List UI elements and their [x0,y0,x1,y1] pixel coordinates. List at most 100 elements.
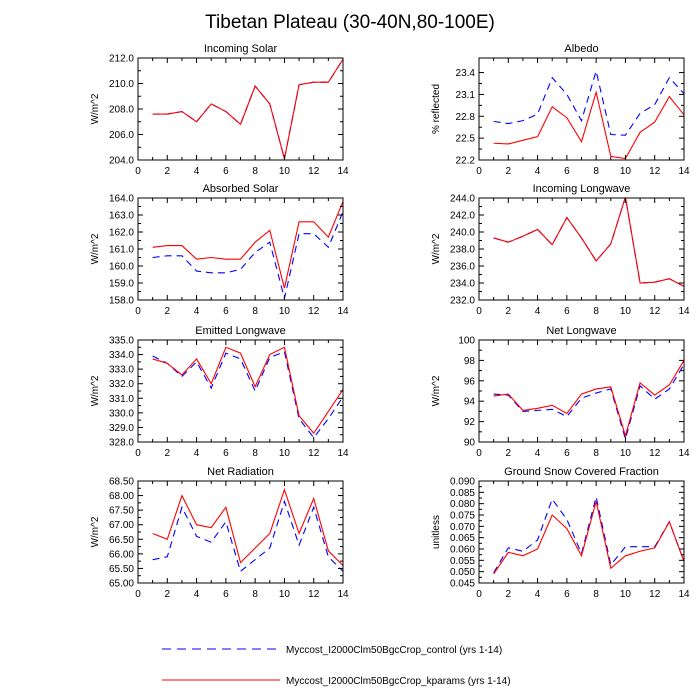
y-axis-label: W/m^2 [90,516,101,547]
y-tick-label: 22.8 [456,112,476,123]
x-tick-label: 0 [135,589,141,600]
legend: Myccost_I2000Clm50BgcCrop_control (yrs 1… [162,645,511,687]
series-line-kparams [493,360,684,438]
x-tick-label: 2 [165,166,171,177]
x-tick-label: 10 [279,589,291,600]
x-tick-label: 14 [337,166,349,177]
x-tick-label: 8 [593,166,599,177]
x-tick-label: 14 [337,448,349,459]
x-tick-label: 0 [476,306,482,317]
y-tick-label: 240.0 [450,228,475,239]
y-tick-label: 100 [458,336,475,347]
y-tick-label: 22.5 [456,134,476,145]
y-axis-label: % reflected [431,84,442,134]
plot-frame [137,197,344,301]
series-line-kparams [152,346,343,435]
x-tick-label: 10 [279,166,291,177]
x-tick-label: 2 [165,589,171,600]
x-tick-label: 10 [620,306,632,317]
x-tick-label: 2 [506,448,512,459]
x-tick-label: 8 [593,589,599,600]
y-axis-label: W/m^2 [90,375,101,406]
series-line-control [493,496,684,574]
y-tick-label: 23.4 [456,68,476,79]
y-tick-label: 160.0 [109,262,134,273]
plot-frame [137,339,344,443]
x-tick-label: 8 [252,166,258,177]
x-tick-label: 14 [678,448,690,459]
x-tick-label: 0 [135,306,141,317]
y-tick-label: 335.0 [109,336,134,347]
x-tick-label: 0 [476,589,482,600]
series-group [493,496,684,575]
y-tick-label: 329.0 [109,423,134,434]
x-tick-label: 12 [649,448,661,459]
y-tick-label: 0.085 [450,488,475,499]
y-tick-label: 23.1 [456,90,476,101]
y-axis-label: W/m^2 [431,233,442,264]
y-tick-label: 98 [464,356,476,367]
x-tick-label: 10 [279,306,291,317]
panel-title: Incoming Longwave [533,183,631,195]
legend-label-control: Myccost_I2000Clm50BgcCrop_control (yrs 1… [286,645,502,656]
x-tick-label: 0 [476,448,482,459]
x-tick-label: 6 [223,589,229,600]
x-tick-label: 12 [308,589,320,600]
series-group [493,198,684,287]
y-tick-label: 0.045 [450,579,475,590]
series-line-control [493,198,684,287]
series-line-kparams [152,488,343,566]
y-axis-label: W/m^2 [431,375,442,406]
x-tick-label: 10 [620,589,632,600]
x-tick-label: 0 [135,448,141,459]
panel-title: Ground Snow Covered Fraction [504,466,659,478]
panel-title: Absorbed Solar [203,183,279,195]
series-line-control [152,211,343,299]
series-group [152,488,343,573]
y-tick-label: 163.0 [109,211,134,222]
y-tick-label: 206.0 [109,130,134,141]
y-axis-label: W/m^2 [90,233,101,264]
x-tick-label: 6 [223,166,229,177]
chart-panel: Emitted Longwave W/m^2 0 2 4 6 8 10 12 14 328.0 329… [90,325,349,459]
series-line-kparams [152,201,343,289]
chart-panel: Net Longwave W/m^2 0 2 4 6 8 10 12 14 90 92 94 96 98 10… [431,325,690,459]
chart-panel: Incoming Longwave W/m^2 0 2 4 6 8 10 12 14 232.0 23… [431,183,690,317]
y-tick-label: 334.0 [109,350,134,361]
x-tick-label: 8 [252,306,258,317]
x-tick-label: 4 [194,306,200,317]
x-tick-label: 4 [535,166,541,177]
series-line-control [152,58,343,159]
series-group [152,346,343,439]
x-tick-label: 4 [535,448,541,459]
y-tick-label: 208.0 [109,105,134,116]
y-tick-label: 332.0 [109,379,134,390]
y-tick-label: 0.075 [450,511,475,522]
y-tick-label: 0.055 [450,556,475,567]
series-line-kparams [493,90,684,160]
y-tick-label: 96 [464,376,476,387]
x-tick-label: 6 [564,306,570,317]
y-tick-label: 331.0 [109,394,134,405]
x-tick-label: 12 [649,166,661,177]
y-tick-label: 22.2 [456,156,476,167]
y-tick-label: 210.0 [109,79,134,90]
y-tick-label: 94 [464,397,476,408]
panel-title: Albedo [564,43,598,55]
series-group [493,360,684,441]
plot-frame [478,339,685,443]
y-tick-label: 161.0 [109,245,134,256]
x-tick-label: 14 [678,306,690,317]
series-line-control [152,350,343,439]
x-tick-label: 2 [506,589,512,600]
chart-panel: Incoming Solar W/m^2 0 2 4 6 8 10 12 14 204.0 206.0… [90,43,349,177]
y-tick-label: 67.50 [109,506,134,517]
x-tick-label: 4 [194,589,200,600]
y-tick-label: 234.0 [450,279,475,290]
plot-frame [137,57,344,161]
panel-grid: Incoming Solar W/m^2 0 2 4 6 8 10 12 14 204.0 206.0… [90,43,690,600]
y-axis-label: W/m^2 [90,93,101,124]
x-tick-label: 6 [564,589,570,600]
x-tick-label: 2 [165,448,171,459]
x-tick-label: 4 [194,166,200,177]
